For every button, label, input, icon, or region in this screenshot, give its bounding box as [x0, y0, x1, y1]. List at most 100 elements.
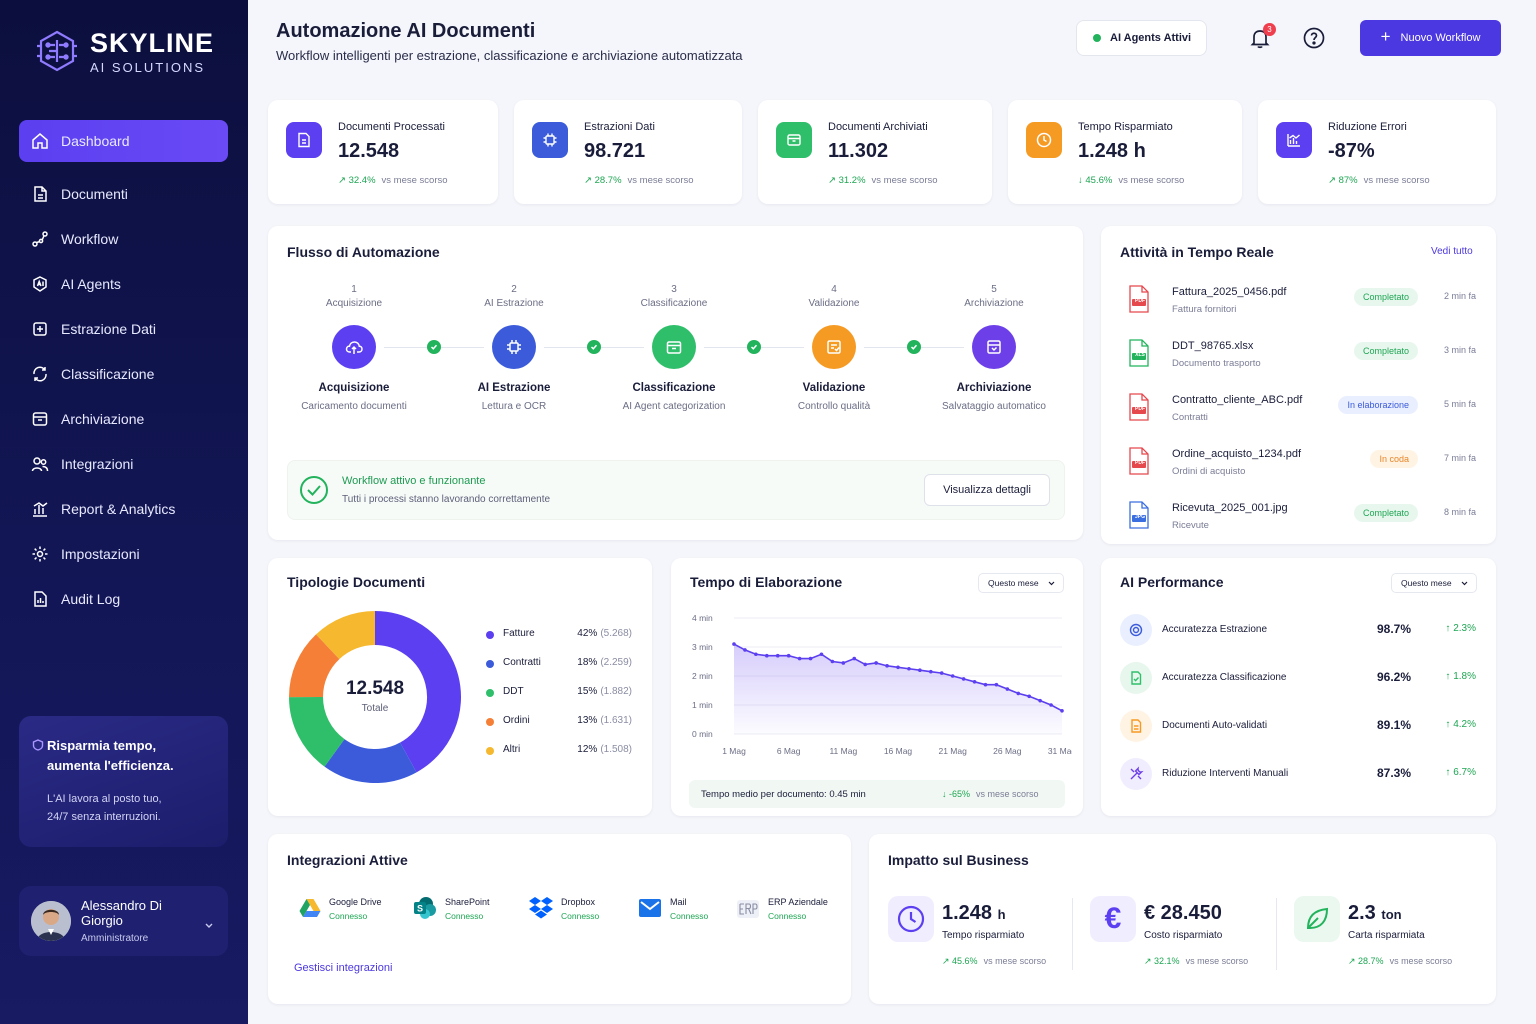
sidebar-item-classificazione[interactable]: Classificazione [19, 353, 228, 395]
data-point[interactable] [929, 669, 933, 674]
data-point[interactable] [950, 674, 955, 678]
sidebar-item-audit-log[interactable]: Audit Log [19, 578, 228, 620]
performance-period-dropdown[interactable]: Questo mese [1391, 573, 1477, 593]
data-point[interactable] [1027, 694, 1031, 699]
sidebar-item-impostazioni[interactable]: Impostazioni [19, 533, 228, 575]
sidebar-item-integrazioni[interactable]: Integrazioni [19, 443, 228, 485]
integration-dropbox[interactable]: Dropbox Connesso [529, 894, 629, 924]
processing-time-title: Tempo di Elaborazione [690, 574, 843, 590]
sidebar-item-label: Workflow [61, 231, 119, 247]
data-point[interactable] [841, 661, 846, 665]
integration-erp-aziendale[interactable]: ERP Aziendale Connesso [736, 894, 846, 924]
activity-title: Attività in Tempo Reale [1120, 244, 1274, 260]
data-point[interactable] [1060, 709, 1064, 713]
data-point[interactable] [830, 659, 835, 664]
data-point[interactable] [961, 677, 966, 681]
donut-slice-contratti[interactable] [324, 738, 417, 783]
data-point[interactable] [1038, 698, 1042, 703]
sidebar-item-estrazione-dati[interactable]: Estrazione Dati [19, 308, 228, 350]
flow-step-5[interactable] [972, 325, 1016, 369]
business-impact-title: Impatto sul Business [888, 852, 1029, 868]
data-point[interactable] [863, 662, 867, 667]
sidebar-item-workflow[interactable]: Workflow [19, 218, 228, 260]
data-point[interactable] [994, 682, 999, 687]
stat-value: 12.548 [338, 140, 400, 162]
manage-integrations-link[interactable]: Gestisci integrazioni [294, 962, 393, 974]
data-point[interactable] [918, 668, 922, 672]
help-icon[interactable] [1302, 26, 1326, 50]
integration-mail[interactable]: Mail Connesso [638, 894, 728, 924]
chevron-down-icon[interactable] [204, 922, 214, 930]
data-point[interactable] [852, 656, 857, 661]
activity-item[interactable]: XLS DDT_98765.xlsx Documento trasporto Comp… [1120, 334, 1480, 384]
data-point[interactable] [972, 680, 977, 684]
integration-sharepoint[interactable]: S SharePoint Connesso [413, 894, 513, 924]
y-tick-label: 3 min [692, 642, 713, 652]
sidebar-item-report-analytics[interactable]: Report & Analytics [19, 488, 228, 530]
donut-slice-ordini[interactable] [288, 634, 340, 698]
flow-step-label: Acquisizione [325, 298, 383, 309]
data-point[interactable] [819, 652, 824, 657]
file-pdf-icon [1124, 284, 1154, 314]
sidebar-item-ai-agents[interactable]: AI Agents [19, 263, 228, 305]
sidebar-item-archiviazione[interactable]: Archiviazione [19, 398, 228, 440]
data-point[interactable] [786, 653, 791, 658]
data-point[interactable] [1049, 703, 1053, 707]
activity-item[interactable]: PDF Ordine_acquisto_1234.pdf Ordini di acq… [1120, 442, 1480, 492]
file-extension-label: PDF [1135, 406, 1145, 412]
data-point[interactable] [797, 656, 802, 661]
stat-delta: ↗ 31.2% vs mese scorso [828, 175, 938, 186]
user-menu[interactable]: Alessandro Di Giorgio Amministratore [19, 886, 228, 956]
donut-slice-altri[interactable] [316, 611, 376, 660]
new-workflow-button[interactable]: + Nuovo Workflow [1360, 20, 1501, 56]
stat-delta-note: vs mese scorso [381, 175, 448, 186]
impact-unit: h [997, 907, 1006, 922]
integration-name: ERP Aziendale [768, 897, 828, 907]
view-details-button[interactable]: Visualizza dettagli [924, 474, 1050, 506]
integration-google-drive[interactable]: Google Drive Connesso [297, 894, 397, 924]
data-point[interactable] [732, 642, 736, 646]
data-point[interactable] [1005, 687, 1010, 691]
x-tick-label: 31 Mag [1048, 746, 1072, 756]
data-point[interactable] [885, 664, 889, 668]
see-all-link[interactable]: Vedi tutto [1431, 246, 1473, 257]
activity-item[interactable]: JPG Ricevuta_2025_001.jpg Ricevute Completa… [1120, 496, 1480, 546]
promo-text-line-2: 24/7 senza interruzioni. [47, 811, 161, 823]
data-point[interactable] [1016, 691, 1021, 696]
data-point[interactable] [874, 661, 878, 665]
data-point[interactable] [939, 671, 944, 675]
activity-item[interactable]: PDF Contratto_cliente_ABC.pdf Contratti In … [1120, 388, 1480, 438]
sidebar-item-dashboard[interactable]: Dashboard [19, 120, 228, 162]
flow-step-header: 1 Acquisizione [294, 283, 414, 311]
sidebar: SKYLINE AI SOLUTIONS Dashboard Documenti… [0, 0, 248, 1024]
user-name: Alessandro Di Giorgio [81, 898, 162, 928]
ai-agents-status-button[interactable]: AI Agents Attivi [1076, 20, 1207, 56]
flow-step-label: Validazione [808, 298, 860, 309]
flow-step-description: Controllo qualità [797, 401, 871, 412]
stat-label: Tempo Risparmiato [1078, 121, 1173, 133]
flow-step-3[interactable] [652, 325, 696, 369]
avg-time-box [689, 780, 1065, 808]
data-point[interactable] [896, 665, 900, 670]
data-point[interactable] [907, 666, 911, 671]
data-point[interactable] [983, 682, 988, 687]
activity-file-name: Contratto_cliente_ABC.pdf [1172, 394, 1303, 406]
data-point[interactable] [808, 656, 813, 661]
sharepoint-icon: S [414, 897, 436, 919]
processing-period-dropdown[interactable]: Questo mese [978, 573, 1064, 593]
bell-icon[interactable] [1248, 26, 1272, 50]
legend-percent: 12% [577, 744, 598, 755]
activity-item[interactable]: PDF Fattura_2025_0456.pdf Fattura fornitor… [1120, 280, 1480, 330]
donut-slice-ddt[interactable] [289, 696, 346, 767]
data-point[interactable] [775, 653, 780, 658]
data-point[interactable] [765, 653, 769, 658]
flow-step-2[interactable] [492, 325, 536, 369]
flow-step-1[interactable] [332, 325, 376, 369]
data-point[interactable] [754, 652, 758, 657]
data-point[interactable] [743, 648, 747, 652]
brand[interactable]: SKYLINE AI SOLUTIONS [34, 26, 214, 76]
sidebar-item-documenti[interactable]: Documenti [19, 173, 228, 215]
flow-step-4[interactable] [812, 325, 856, 369]
donut-slice-fatture[interactable] [374, 611, 461, 773]
brand-name: SKYLINE [90, 27, 215, 58]
